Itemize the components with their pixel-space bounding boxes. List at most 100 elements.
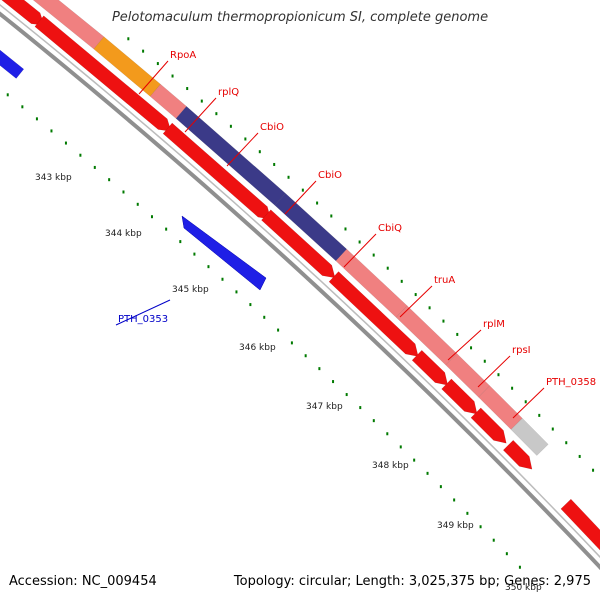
tick-dot-outer-34: [497, 373, 500, 377]
gene-label-8: rpsI: [512, 345, 531, 356]
gene-label-9: PTH_0358: [546, 377, 596, 388]
tick-dot-outer-17: [258, 150, 261, 154]
tick-dot-outer-23: [344, 227, 347, 231]
tick-dot-inner-17: [179, 240, 182, 244]
cds-red-4: [261, 209, 336, 279]
gene-cbiO-1: [175, 106, 286, 206]
tick-dot-inner-33: [399, 445, 402, 449]
tick-dot-outer-14: [215, 112, 218, 116]
tick-dot-outer-37: [538, 413, 541, 417]
gene-label-leader-4: [284, 180, 317, 215]
tick-dot-inner-16: [165, 227, 168, 231]
tick-dot-inner-38: [466, 511, 469, 515]
tick-dot-inner-41: [505, 552, 508, 556]
tick-dot-inner-27: [318, 367, 321, 371]
tick-dot-inner-42: [518, 565, 521, 569]
tick-dot-outer-11: [171, 74, 174, 78]
gene-pth-0353-shape: [181, 215, 267, 291]
tick-dot-outer-15: [229, 124, 232, 128]
tick-dot-inner-29: [345, 393, 348, 397]
gene-pth-0358: [510, 417, 549, 456]
tick-dot-inner-25: [290, 341, 293, 345]
gene-label-leader-1: [138, 60, 169, 95]
tick-dot-outer-13: [200, 99, 203, 103]
tick-dot-inner-13: [122, 190, 125, 194]
gene-label-3: CbiO: [260, 122, 284, 133]
tick-dot-outer-40: [578, 454, 581, 458]
tick-dot-inner-6: [21, 105, 24, 109]
tick-dot-outer-33: [483, 359, 486, 363]
kbp-label-2: 344 kbp: [105, 229, 142, 239]
tick-dot-inner-9: [64, 141, 67, 145]
gene-label-leader-3: [226, 132, 259, 167]
gene-rpoA: [93, 36, 161, 97]
gene-label-leader-2: [184, 97, 217, 133]
tick-dot-inner-20: [221, 277, 224, 281]
gene-cbiO-2: [274, 192, 348, 262]
tick-dot-outer-10: [156, 62, 159, 66]
tick-dot-inner-15: [150, 215, 153, 219]
genome-title: Pelotomaculum thermopropionicum SI, comp…: [111, 10, 489, 25]
tick-dot-inner-35: [426, 471, 429, 475]
gene-label-leader-10: [115, 299, 171, 326]
kbp-label-1: 343 kbp: [35, 173, 72, 183]
gene-cbiQ: [335, 248, 408, 318]
tick-dot-outer-31: [456, 332, 459, 336]
gene-label-10: PTH_0353: [118, 314, 168, 325]
cds-red-10: [560, 498, 600, 551]
tick-dot-outer-19: [287, 175, 290, 179]
tick-dot-inner-18: [193, 252, 196, 256]
gene-label-1: RpoA: [170, 50, 196, 61]
gene-label-leader-8: [477, 355, 511, 388]
tick-dot-outer-35: [511, 386, 514, 390]
tick-dot-outer-20: [301, 188, 304, 192]
accession-label: Accession: NC_009454: [9, 574, 157, 589]
tick-dot-outer-8: [127, 37, 130, 41]
tick-dot-inner-39: [479, 525, 482, 529]
tick-dot-outer-25: [372, 253, 375, 257]
gene-label-7: rplM: [483, 319, 505, 330]
tick-dot-inner-14: [136, 202, 139, 206]
gene-label-leader-6: [399, 285, 433, 318]
kbp-label-7: 349 kbp: [437, 521, 474, 531]
kbp-label-8: 350 kbp: [505, 583, 542, 593]
tick-dot-inner-34: [413, 458, 416, 462]
tick-dot-inner-22: [249, 303, 252, 307]
gene-label-2: rplQ: [218, 87, 239, 98]
cds-red-5: [328, 271, 419, 357]
tick-dot-inner-31: [372, 419, 375, 423]
gene-label-4: CbiO: [318, 170, 342, 181]
gene-label-leader-5: [343, 233, 377, 268]
tick-dot-inner-8: [50, 129, 53, 133]
tick-dot-outer-18: [273, 162, 276, 166]
tick-dot-inner-28: [332, 380, 335, 384]
gene-label-leader-7: [447, 329, 482, 361]
tick-dot-outer-39: [565, 441, 568, 445]
tick-dot-outer-16: [244, 137, 247, 141]
tick-dot-inner-26: [304, 354, 307, 358]
tick-dot-outer-32: [470, 346, 473, 350]
cds-red-2: [34, 15, 172, 132]
tick-dot-inner-11: [93, 165, 96, 169]
gene-label-6: truA: [434, 275, 455, 286]
tick-dot-outer-30: [442, 319, 445, 323]
tick-dot-inner-10: [79, 153, 82, 157]
cds-red-6: [411, 349, 449, 386]
cds-red-8: [470, 407, 507, 444]
tick-dot-outer-28: [414, 293, 417, 297]
tick-dot-inner-30: [359, 406, 362, 410]
tick-dot-inner-37: [453, 498, 456, 502]
kbp-label-4: 346 kbp: [239, 343, 276, 353]
tick-dot-inner-24: [277, 328, 280, 332]
gene-outer-pink-1: [32, 0, 105, 50]
tick-dot-inner-36: [439, 485, 442, 489]
tick-dot-outer-41: [592, 468, 595, 472]
kbp-label-3: 345 kbp: [172, 285, 209, 295]
tick-dot-outer-12: [186, 87, 189, 91]
tick-dot-inner-32: [386, 432, 389, 436]
tick-dot-inner-19: [207, 265, 210, 269]
tick-dot-inner-5: [6, 93, 9, 97]
tick-dot-inner-7: [35, 117, 38, 121]
